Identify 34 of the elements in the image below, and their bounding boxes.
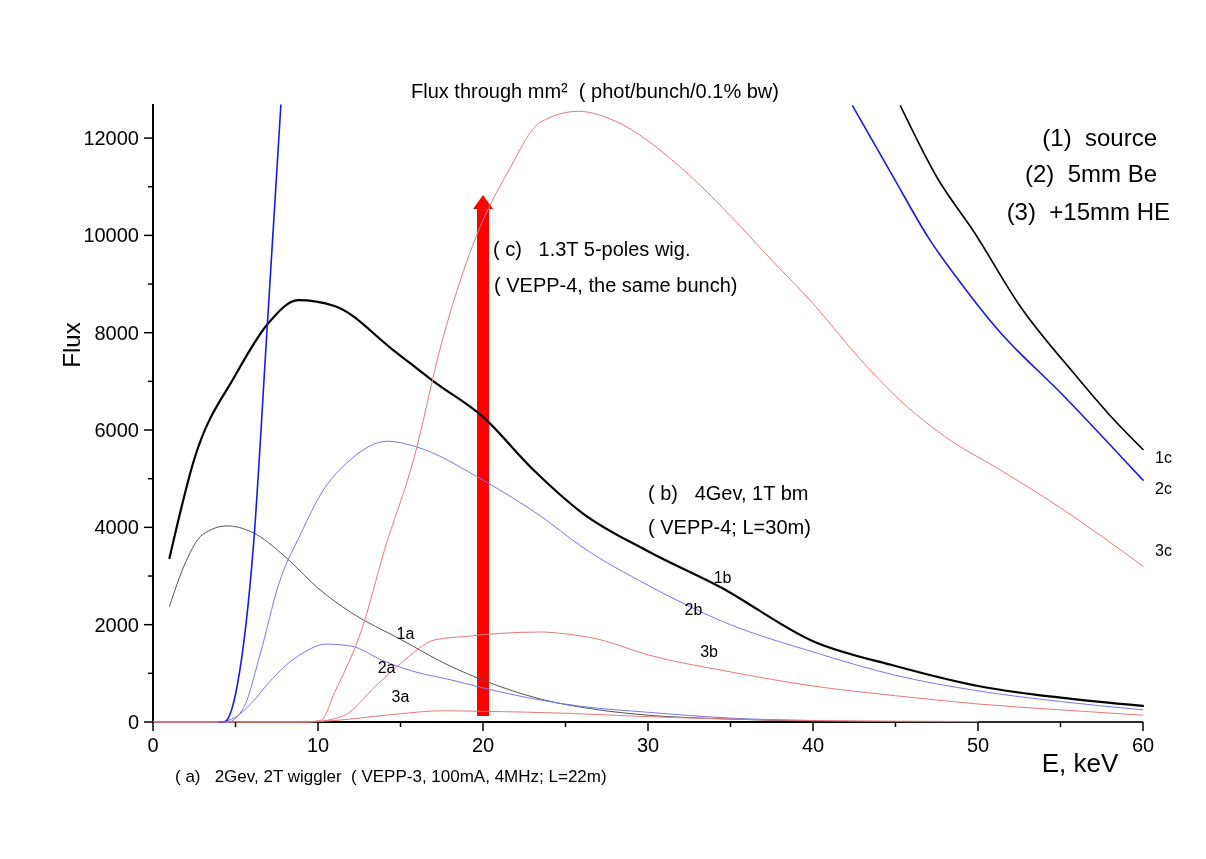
annotation: (1) source — [1042, 124, 1157, 151]
x-tick-label: 20 — [471, 734, 495, 756]
chart-title: Flux through mm² ( phot/bunch/0.1% bw) — [411, 80, 779, 102]
annotation: (2) 5mm Be — [1024, 160, 1157, 187]
y-tick-label: 10000 — [83, 224, 139, 247]
series-label: 1b — [713, 569, 732, 587]
annotation: ( VEPP-4; L=30m) — [648, 516, 811, 538]
series-label: 1a — [396, 624, 415, 642]
annotation: ( VEPP-4, the same bunch) — [494, 274, 738, 296]
series-label: 3b — [700, 643, 719, 661]
series-label: 3a — [391, 687, 410, 705]
x-tick-label: 50 — [966, 734, 990, 756]
series-label: 2b — [684, 600, 703, 618]
series-label: 3c — [1155, 542, 1172, 560]
y-axis-title: Flux — [58, 322, 85, 368]
x-tick-label: 30 — [636, 734, 660, 756]
y-tick-label: 0 — [127, 711, 139, 733]
x-tick-label: 40 — [801, 734, 825, 756]
series-label: 2a — [377, 659, 396, 677]
text: ( a) 2Gev, 2T wiggler ( VEPP-3, 100mA, 4MHz; L=22m) — [175, 767, 607, 786]
y-tick-label: 2000 — [94, 613, 139, 636]
annotation: ( b) 4Gev, 1T bm — [648, 482, 809, 504]
y-tick-label: 12000 — [83, 127, 139, 150]
y-tick-label: 8000 — [94, 321, 139, 344]
annotation: (3) +15mm HE — [1006, 198, 1170, 225]
y-tick-label: 4000 — [94, 516, 139, 539]
series-label: 1c — [1155, 449, 1172, 467]
x-tick-label: 10 — [306, 734, 330, 756]
series-label: 2c — [1155, 480, 1172, 498]
y-tick-label: 6000 — [94, 419, 139, 442]
x-tick-label: 60 — [1131, 734, 1155, 756]
x-tick-label: 0 — [147, 734, 159, 756]
x-axis-title: E, keV — [1041, 748, 1119, 778]
annotation: ( c) 1.3T 5-poles wig. — [493, 238, 691, 260]
